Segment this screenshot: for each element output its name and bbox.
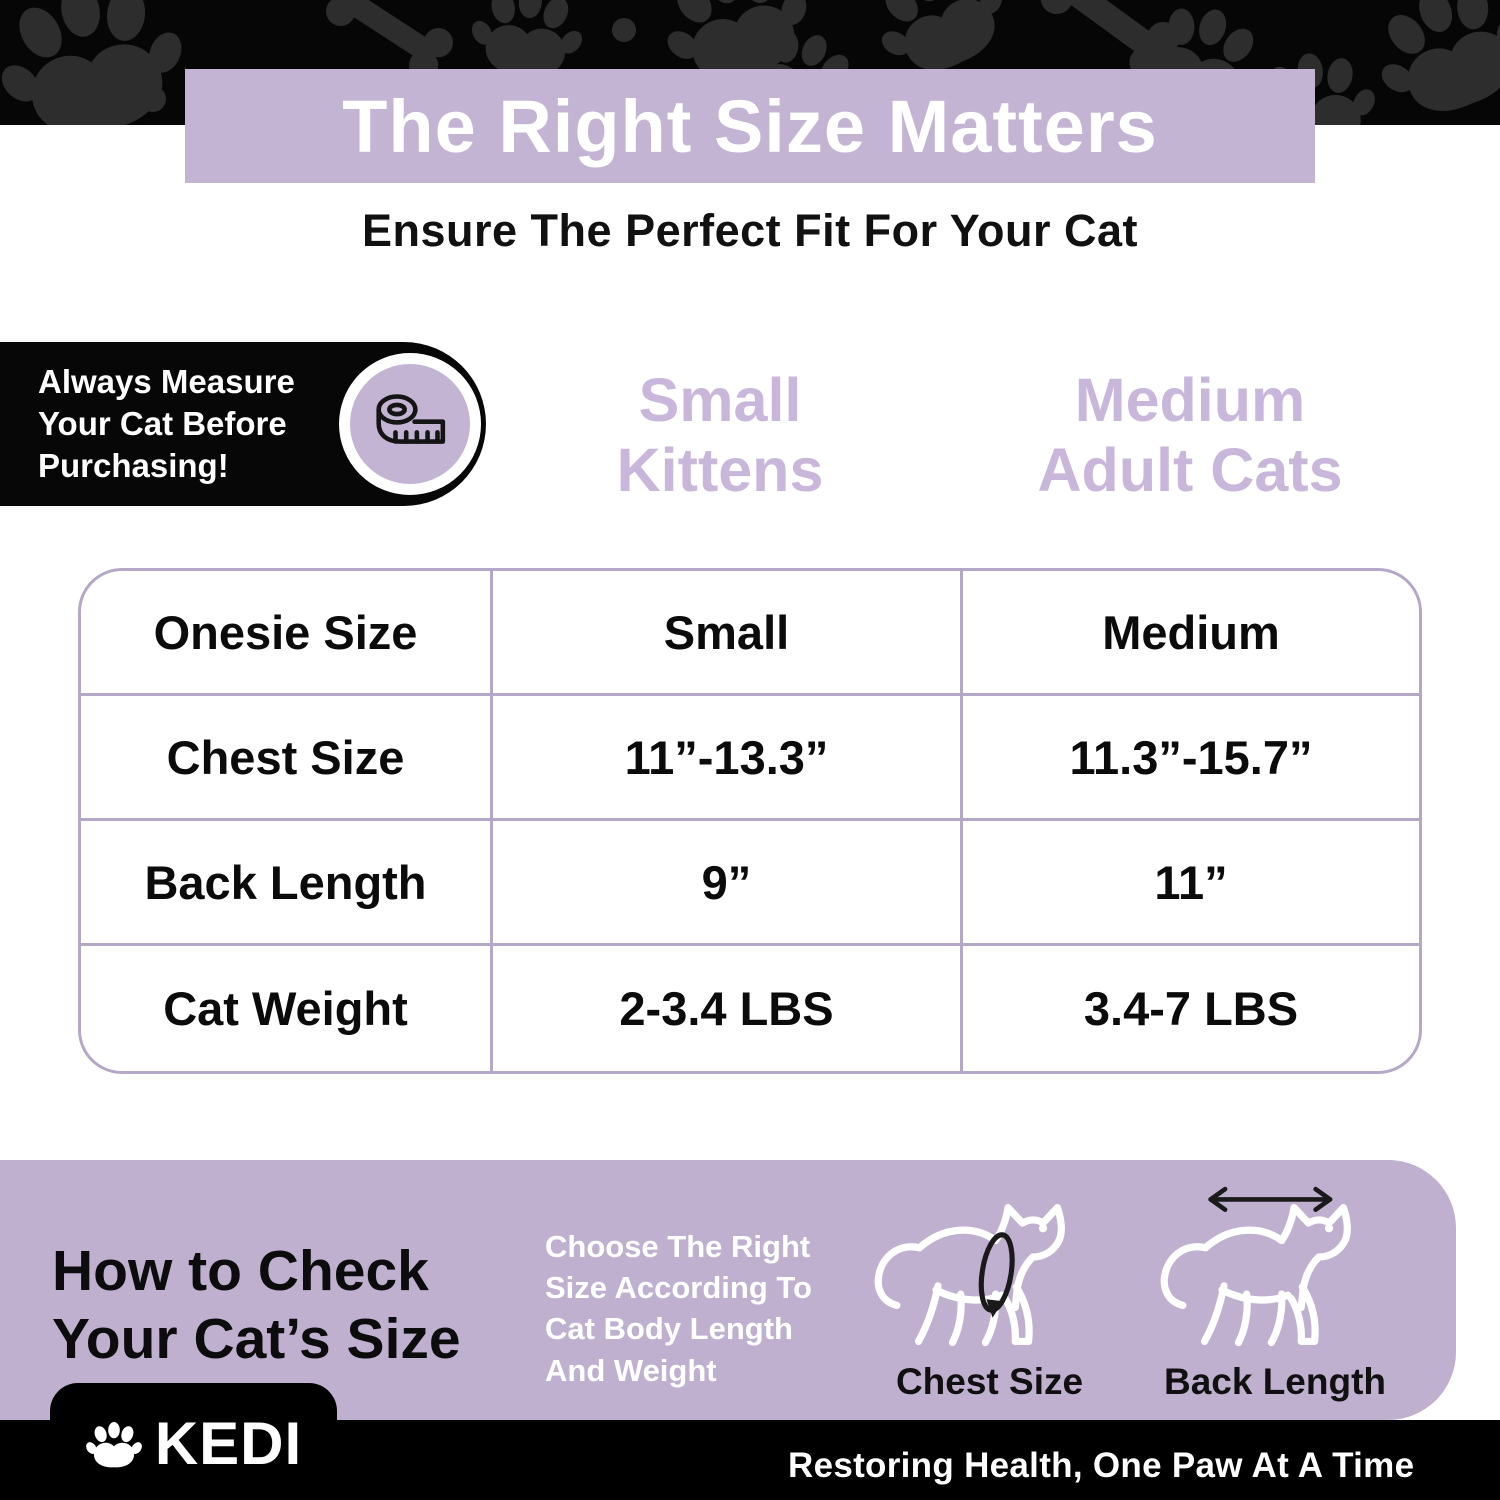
measure-notice-bold: Always (38, 363, 152, 401)
cat-chest-measure-icon (867, 1186, 1112, 1361)
brand-badge: KEDI (50, 1383, 337, 1500)
how-to-title-line1: How to Check (52, 1239, 429, 1303)
subtitle: Ensure The Perfect Fit For Your Cat (362, 205, 1138, 256)
dot-decor (140, 86, 166, 112)
brand-name: KEDI (154, 1410, 303, 1477)
how-to-description-line4: And Weight (545, 1352, 717, 1388)
how-to-description: Choose The Right Size According To Cat B… (545, 1226, 865, 1391)
measure-circle (339, 353, 481, 495)
cell-onesie-small: Small (493, 571, 963, 696)
row-label-chest-size: Chest Size (81, 696, 493, 821)
figure-label-chest: Chest Size (895, 1361, 1084, 1402)
cell-weight-medium: 3.4-7 LBS (1083, 982, 1299, 1035)
row-label-onesie-size: Onesie Size (81, 571, 493, 696)
cat-back-measure-icon (1153, 1186, 1398, 1361)
row-label-cat-weight: Cat Weight (81, 946, 493, 1071)
column-header-small: Small Kittens (545, 366, 895, 505)
cell-chest-medium: 11.3”-15.7” (963, 696, 1419, 821)
paw-print-icon (0, 0, 203, 125)
measure-notice-badge: Always Measure Your Cat Before Purchasin… (0, 342, 486, 506)
cell-onesie-medium: Medium (963, 571, 1419, 696)
title-band: The Right Size Matters (185, 69, 1315, 183)
row-label-back-length: Back Length (81, 821, 493, 946)
page-title: The Right Size Matters (342, 84, 1158, 168)
measure-notice-text: Always Measure Your Cat Before Purchasin… (38, 361, 346, 487)
how-to-description-line2: Size According To (545, 1270, 812, 1306)
cat-back-figure: Back Length (1145, 1186, 1405, 1403)
figure-label-back: Back Length (1163, 1361, 1387, 1402)
measure-notice-rest: Measure Your Cat Before Purchasing! (38, 363, 295, 484)
cell-weight-small: 2-3.4 LBS (493, 946, 963, 1071)
measuring-tape-icon (376, 394, 446, 444)
cat-chest-figure: Chest Size (862, 1186, 1117, 1403)
how-to-title: How to Check Your Cat’s Size (52, 1237, 532, 1374)
how-to-description-line1: Choose The Right (545, 1229, 811, 1264)
column-header-small-line1: Small (638, 366, 802, 434)
how-to-description-line3: Cat Body Length (545, 1311, 793, 1347)
cell-back-medium: 11” (963, 821, 1419, 946)
cell-chest-small: 11”-13.3” (493, 696, 963, 821)
dot-decor (612, 18, 636, 42)
paw-icon (85, 1415, 143, 1473)
column-header-medium-line2: Adult Cats (1037, 435, 1343, 504)
column-header-medium-line1: Medium (1074, 366, 1306, 434)
column-header-medium: Medium Adult Cats (950, 366, 1430, 505)
column-header-small-line2: Kittens (616, 435, 824, 504)
footer-tagline: Restoring Health, One Paw At A Time (788, 1446, 1415, 1485)
cell-back-small: 9” (493, 821, 963, 946)
how-to-title-line2: Your Cat’s Size (52, 1307, 461, 1372)
size-table: Onesie Size Small Medium Chest Size 11”-… (78, 568, 1422, 1074)
